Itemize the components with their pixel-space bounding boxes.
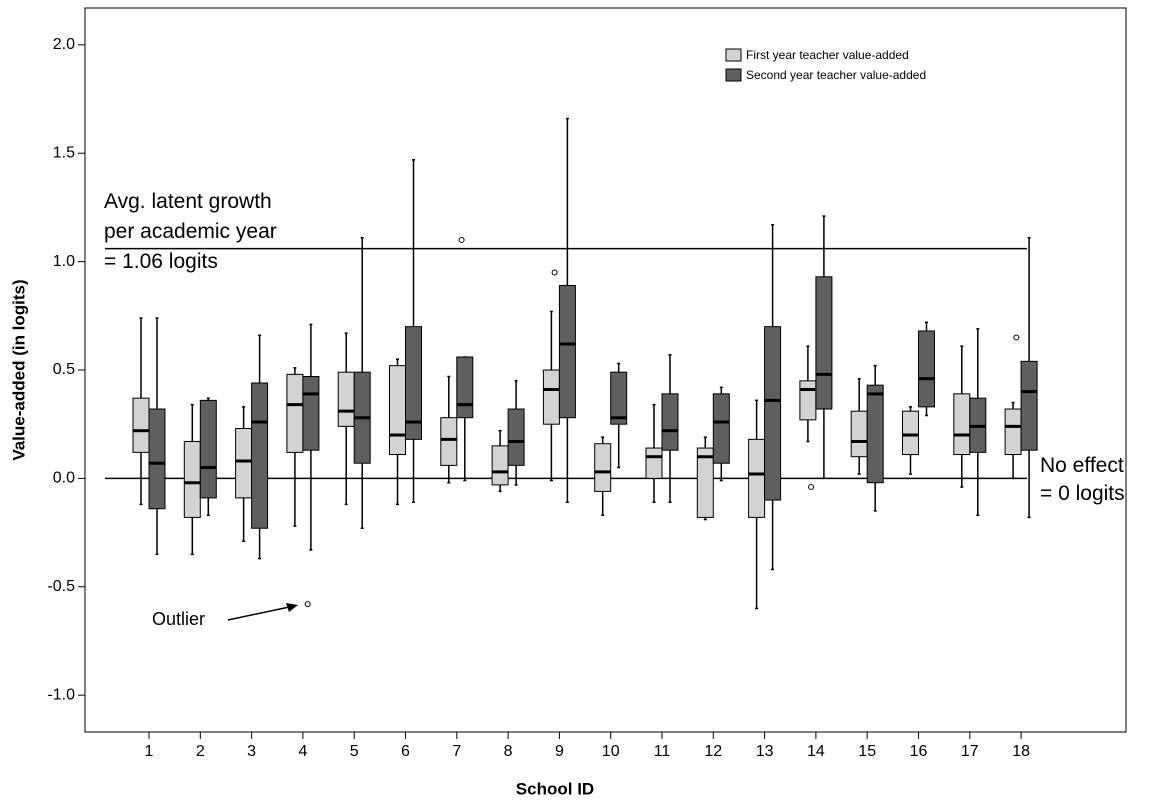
- x-tick-label: 6: [401, 743, 410, 760]
- arrow-head: [286, 603, 298, 612]
- x-tick-label: 7: [452, 743, 461, 760]
- box: [251, 382, 269, 529]
- arrow: [227, 605, 295, 621]
- box: [440, 417, 458, 466]
- y-tick-label: 0.5: [53, 361, 75, 378]
- y-tick-label: 2.0: [53, 36, 75, 53]
- box: [799, 380, 817, 421]
- box: [661, 393, 679, 451]
- x-tick-label: 1: [145, 743, 154, 760]
- box: [953, 393, 971, 456]
- legend-label: Second year teacher value-added: [746, 68, 926, 82]
- legend-label: First year teacher value-added: [746, 48, 909, 62]
- reference-label: per academic year: [104, 220, 277, 243]
- y-tick-label: 1.0: [53, 253, 75, 270]
- x-tick-label: 16: [910, 743, 928, 760]
- box: [558, 284, 576, 419]
- box: [850, 410, 868, 458]
- x-tick-label: 9: [555, 743, 564, 760]
- box: [542, 369, 560, 425]
- box: [405, 326, 422, 440]
- box: [132, 397, 150, 453]
- plot-frame: [84, 7, 1127, 733]
- box: [696, 447, 714, 518]
- box: [918, 330, 935, 408]
- box: [183, 441, 201, 518]
- x-axis-title: School ID: [516, 779, 594, 798]
- y-tick-label: -1.0: [47, 686, 75, 703]
- box: [199, 399, 217, 499]
- box: [286, 373, 304, 453]
- outlier: [458, 236, 465, 243]
- box: [866, 384, 884, 484]
- x-tick-label: 13: [756, 743, 774, 760]
- box: [235, 428, 253, 499]
- outlier: [304, 601, 311, 608]
- box: [764, 326, 782, 501]
- box: [456, 356, 474, 419]
- y-tick-label: 1.5: [53, 144, 75, 161]
- outlier: [808, 484, 815, 491]
- reference-label: = 1.06 logits: [104, 250, 218, 273]
- x-tick-label: 12: [704, 743, 722, 760]
- box: [1004, 408, 1022, 456]
- box: [148, 408, 166, 510]
- x-tick-label: 17: [961, 743, 979, 760]
- y-tick-label: 0.0: [53, 470, 75, 487]
- x-tick-label: 4: [298, 743, 307, 760]
- box: [337, 371, 355, 427]
- reference-label: = 0 logits: [1040, 482, 1125, 505]
- box: [645, 447, 663, 479]
- box: [815, 276, 833, 410]
- outlier: [1013, 334, 1020, 341]
- x-tick-label: 11: [654, 743, 671, 760]
- x-tick-label: 18: [1012, 743, 1030, 760]
- box: [748, 438, 766, 518]
- box: [610, 371, 628, 425]
- reference-label: No effect: [1040, 454, 1124, 477]
- box: [594, 443, 612, 492]
- box: [507, 408, 525, 466]
- box: [491, 445, 509, 486]
- legend-swatch: [725, 48, 742, 62]
- x-tick-label: 5: [350, 743, 359, 760]
- legend-swatch: [725, 68, 742, 82]
- box: [389, 365, 406, 456]
- x-tick-label: 2: [196, 743, 205, 760]
- x-tick-label: 8: [504, 743, 513, 760]
- outlier: [551, 269, 558, 276]
- box: [1020, 360, 1038, 451]
- box: [302, 376, 320, 451]
- x-tick-label: 3: [247, 743, 256, 760]
- y-axis-title: Value-added (in logits): [9, 279, 28, 460]
- x-tick-label: 14: [807, 743, 825, 760]
- y-tick-label: -0.5: [47, 578, 75, 595]
- box: [712, 393, 730, 464]
- box: [902, 410, 919, 456]
- x-tick-label: 10: [602, 743, 620, 760]
- annotation: Outlier: [152, 609, 205, 629]
- reference-label: Avg. latent growth: [104, 190, 272, 213]
- x-tick-label: 15: [858, 743, 876, 760]
